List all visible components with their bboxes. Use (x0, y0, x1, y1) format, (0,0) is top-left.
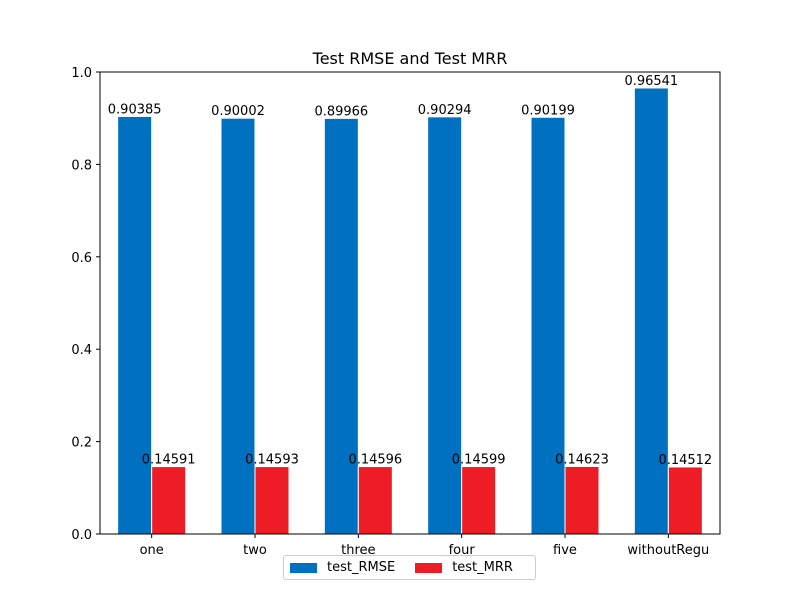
x-tick-label-four: four (449, 543, 476, 558)
bar-test_MRR-five (564, 465, 600, 535)
bar-test_MRR-three (357, 466, 393, 535)
data-label-test_MRR-withoutRegu: 0.14512 (658, 453, 712, 468)
data-label-test_RMSE-one: 0.90385 (108, 102, 162, 117)
y-tick-label-0.4: 0.4 (71, 343, 92, 358)
data-label-test_MRR-three: 0.14596 (348, 453, 402, 468)
data-label-test_RMSE-four: 0.90294 (418, 103, 472, 118)
y-tick-label-1.0: 1.0 (71, 66, 92, 81)
data-label-test_RMSE-two: 0.90002 (211, 104, 265, 119)
legend-item-mrr: test_MRR (415, 560, 513, 575)
bar-test_MRR-one (151, 466, 187, 535)
legend-label-rmse: test_RMSE (327, 560, 396, 575)
data-label-test_RMSE-withoutRegu: 0.96541 (624, 74, 678, 89)
y-tick-label-0.6: 0.6 (71, 251, 92, 266)
data-label-test_RMSE-five: 0.90199 (521, 103, 575, 118)
y-tick-label-0.0: 0.0 (71, 528, 92, 543)
legend: test_RMSE test_MRR (283, 555, 536, 580)
legend-swatch-rmse (290, 562, 317, 573)
data-label-test_RMSE-three: 0.89966 (314, 104, 368, 119)
plot-area: 0.90385 0.14591 one 0.90002 0.14593 two 0.8996… (71, 66, 721, 558)
x-tick-label-five: five (553, 543, 577, 558)
y-tick-label-0.8: 0.8 (71, 158, 92, 173)
legend-swatch-mrr (415, 562, 443, 573)
data-label-test_MRR-two: 0.14593 (245, 453, 299, 468)
y-tick-label-0.2: 0.2 (71, 436, 92, 451)
data-label-test_MRR-five: 0.14623 (555, 452, 609, 467)
bar-test_MRR-two (254, 466, 290, 535)
bar-test_MRR-withoutRegu (667, 466, 703, 535)
bar-test_RMSE-four (427, 116, 463, 535)
legend-label-mrr: test_MRR (452, 560, 513, 575)
bar-test_RMSE-three (323, 117, 359, 535)
bar-test_RMSE-five (530, 116, 566, 535)
legend-item-rmse: test_RMSE (290, 560, 395, 575)
plot-frame (99, 71, 721, 535)
bar-test_MRR-four (461, 466, 497, 535)
x-tick-label-one: one (140, 543, 164, 558)
x-tick-label-withoutRegu: withoutRegu (627, 543, 709, 558)
x-tick-label-two: two (243, 543, 267, 558)
bar-test_RMSE-one (117, 115, 153, 535)
data-label-test_MRR-four: 0.14599 (452, 453, 506, 468)
chart-title: Test RMSE and Test MRR (312, 49, 508, 68)
x-tick-label-three: three (341, 543, 375, 558)
data-label-test_MRR-one: 0.14591 (142, 453, 196, 468)
bar-test_RMSE-two (220, 117, 256, 535)
